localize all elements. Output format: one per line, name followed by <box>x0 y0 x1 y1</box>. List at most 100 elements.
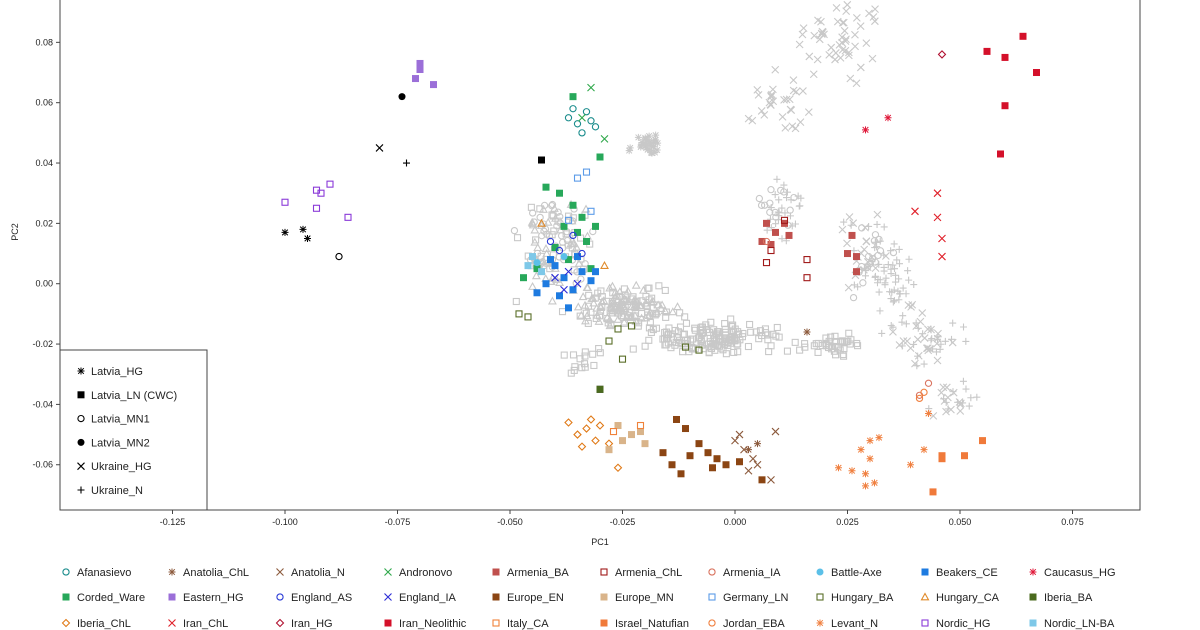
legend-label-27: Levant_N <box>831 618 878 630</box>
point-27-4 <box>929 488 937 496</box>
reference-point-743 <box>889 327 897 336</box>
reference-point-454 <box>796 346 804 354</box>
reference-point-472 <box>569 351 578 359</box>
reference-point-191 <box>573 302 583 311</box>
reference-point-413 <box>679 331 687 339</box>
reference-point-340 <box>767 342 775 350</box>
highlight-legend-label-4: Ukraine_HG <box>91 461 152 473</box>
reference-point-552 <box>798 30 807 39</box>
reference-point-570 <box>865 9 873 18</box>
reference-point-487 <box>652 131 660 139</box>
reference-point-562 <box>844 48 853 57</box>
legend-label-23: Iran_Neolithic <box>399 618 467 630</box>
legend-marker-0 <box>62 568 70 576</box>
reference-point-772 <box>913 335 922 344</box>
reference-point-86 <box>532 236 540 244</box>
reference-point-521 <box>785 95 794 104</box>
point-15-4 <box>577 442 587 451</box>
reference-point-17 <box>581 260 589 268</box>
reference-point-266 <box>615 292 624 300</box>
legend-label-20: Iberia_ChL <box>77 618 131 630</box>
point-24-1 <box>1001 53 1009 61</box>
point-28-0 <box>866 437 874 445</box>
reference-point-432 <box>827 333 835 341</box>
reference-point-473 <box>567 369 575 377</box>
point-26-0 <box>911 207 919 216</box>
point-24-0 <box>983 47 991 55</box>
y-tick-label-1: -0.04 <box>32 399 53 409</box>
point-17-5 <box>686 452 694 460</box>
reference-point-417 <box>714 328 722 336</box>
y-axis: -0.06-0.04-0.020.000.020.040.060.080.10 <box>32 37 60 470</box>
point-26-1 <box>933 189 942 198</box>
legend-label-16: Germany_LN <box>723 592 788 604</box>
reference-point-315 <box>645 336 653 344</box>
point-29-3 <box>578 249 586 258</box>
legend-label-13: England_IA <box>399 592 457 604</box>
legend-label-26: Jordan_EBA <box>723 618 785 630</box>
point-16-1 <box>628 431 635 439</box>
reference-point-621 <box>766 215 774 223</box>
legend-label-15: Europe_MN <box>615 592 674 604</box>
point-8-13 <box>596 153 604 161</box>
reference-point-746 <box>908 300 917 309</box>
point-28-7 <box>835 464 842 472</box>
reference-point-450 <box>814 339 822 347</box>
reference-point-653 <box>862 272 870 280</box>
point-18-4 <box>735 430 744 439</box>
point-0-1 <box>299 225 307 233</box>
point-21-1 <box>762 259 771 267</box>
reference-point-265 <box>627 312 636 321</box>
point-35-0 <box>920 388 928 396</box>
reference-point-141 <box>661 286 669 294</box>
reference-point-379 <box>783 347 792 355</box>
point-18-0 <box>731 436 739 445</box>
reference-point-114 <box>530 237 540 246</box>
reference-point-411 <box>691 345 699 353</box>
reference-point-689 <box>890 240 898 248</box>
point-28-4 <box>848 467 856 475</box>
reference-point-174 <box>581 316 590 325</box>
reference-point-471 <box>590 361 598 370</box>
reference-point-554 <box>813 55 822 64</box>
reference-point-458 <box>825 337 833 345</box>
reference-point-186 <box>662 313 670 321</box>
point-20-4 <box>767 240 775 248</box>
reference-point-107 <box>540 227 548 235</box>
reference-point-567 <box>851 42 859 51</box>
point-22-1 <box>924 379 933 387</box>
reference-point-437 <box>801 340 809 348</box>
reference-point-711 <box>881 281 889 289</box>
point-8-3 <box>578 213 586 221</box>
point-20-0 <box>763 219 770 227</box>
reference-point-252 <box>594 289 602 297</box>
legend-label-5: Armenia_ChL <box>615 567 682 579</box>
reference-point-210 <box>631 280 641 289</box>
reference-point-495 <box>645 137 653 145</box>
reference-point-664 <box>838 225 847 234</box>
reference-point-751 <box>878 329 886 337</box>
reference-point-489 <box>651 136 659 144</box>
highlight-legend-marker-1 <box>77 391 85 399</box>
point-24-3 <box>1033 69 1040 77</box>
reference-point-447 <box>832 337 840 346</box>
reference-point-104 <box>569 217 577 225</box>
reference-point-92 <box>577 275 585 283</box>
reference-point-247 <box>643 302 651 311</box>
reference-point-674 <box>845 213 854 221</box>
reference-point-745 <box>916 317 925 326</box>
reference-point-542 <box>799 24 808 32</box>
legend-label-25: Israel_Natufian <box>615 618 689 630</box>
reference-point-428 <box>810 342 818 350</box>
reference-point-652 <box>863 263 872 272</box>
highlight-legend-label-0: Latvia_HG <box>91 366 143 378</box>
highlight-legend-label-2: Latvia_MN1 <box>91 414 150 426</box>
reference-point-697 <box>905 255 913 263</box>
point-21-2 <box>780 216 789 224</box>
point-25-0 <box>937 50 947 59</box>
reference-point-353 <box>710 342 718 350</box>
reference-point-767 <box>899 337 908 345</box>
reference-point-782 <box>939 383 948 392</box>
point-4-0 <box>375 144 384 152</box>
legend-marker-2 <box>276 568 284 576</box>
